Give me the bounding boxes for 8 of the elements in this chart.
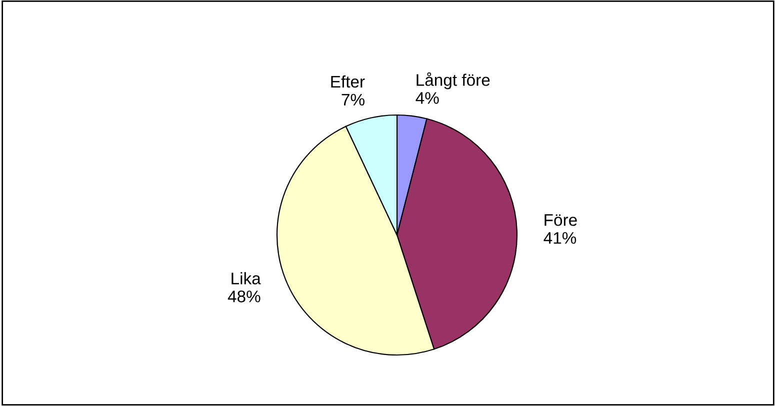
slice-label: Lika	[232, 272, 261, 284]
slice-label: Efter	[331, 75, 365, 88]
data-label: 48%	[228, 290, 260, 302]
data-label: 41%	[544, 232, 576, 244]
slice-label: Före	[544, 214, 577, 226]
slice-label: Långt före	[416, 72, 490, 90]
data-label: 7%	[342, 94, 364, 106]
data-label: 4%	[416, 92, 439, 104]
